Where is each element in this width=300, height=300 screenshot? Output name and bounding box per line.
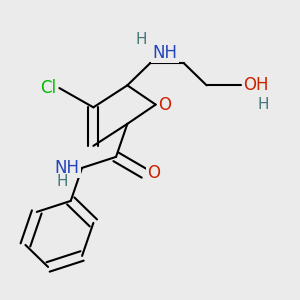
Text: OH: OH <box>243 76 269 94</box>
Text: NH: NH <box>54 159 79 177</box>
Text: H: H <box>257 97 269 112</box>
Text: O: O <box>147 164 160 182</box>
Text: NH: NH <box>153 44 178 62</box>
Text: Cl: Cl <box>40 79 57 97</box>
Text: O: O <box>158 96 172 114</box>
Text: H: H <box>56 174 68 189</box>
Text: H: H <box>136 32 147 47</box>
